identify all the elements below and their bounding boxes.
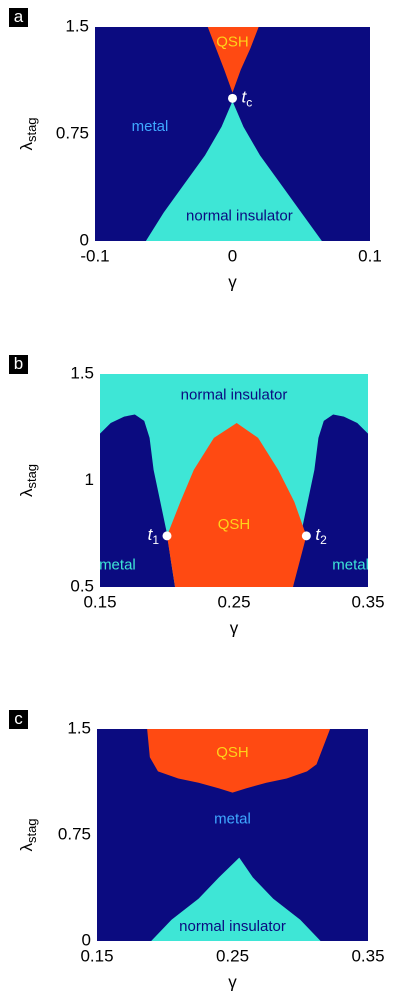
x-tick-label: 0.15 (80, 946, 113, 965)
y-tick-label: 1.5 (67, 718, 91, 737)
point-label: t2 (315, 525, 327, 547)
x-tick-label: 0.25 (216, 946, 249, 965)
y-tick-label: 0 (82, 930, 91, 949)
point-label-main: t (242, 88, 248, 107)
region-label: QSH (216, 744, 249, 761)
y-axis-label: λstag (17, 117, 39, 150)
critical-point (228, 93, 237, 103)
point-label-sub: 2 (320, 533, 327, 547)
x-tick-label: -0.1 (80, 246, 109, 265)
x-axis-label: γ (228, 272, 237, 291)
region-label: normal insulator (186, 208, 293, 225)
phase-region (151, 857, 321, 941)
region-label: normal insulator (181, 386, 288, 403)
region-label: metal (132, 118, 169, 135)
panel-letter: a (14, 7, 24, 26)
y-axis-label: λstag (17, 818, 39, 851)
x-tick-label: 0.25 (217, 592, 250, 611)
y-axis-label-main: λ (17, 142, 36, 151)
critical-point (162, 531, 172, 541)
phase-region (145, 101, 322, 241)
phase-region (147, 729, 331, 793)
x-axis-label: γ (230, 618, 239, 637)
y-axis-label: λstag (17, 464, 39, 497)
phase-region (207, 27, 259, 93)
y-axis-label-sub: stag (24, 464, 39, 489)
region-label: metal (99, 557, 136, 574)
point-label: tc (242, 88, 253, 110)
x-tick-label: 0.35 (351, 592, 384, 611)
x-tick-label: 0.1 (358, 246, 382, 265)
x-tick-label: 0 (228, 246, 237, 265)
y-axis-label-main: λ (17, 843, 36, 852)
y-tick-label: 0.75 (58, 824, 91, 843)
panel-badge (9, 355, 28, 374)
y-axis-label-sub: stag (24, 117, 39, 142)
panel-badge (9, 710, 28, 729)
y-tick-label: 0.75 (56, 123, 89, 142)
critical-point (301, 531, 311, 541)
panel-letter: c (14, 709, 23, 728)
region-label: metal (214, 810, 251, 827)
panel-letter: b (14, 354, 23, 373)
y-tick-label: 0 (80, 230, 89, 249)
region-label: normal insulator (179, 918, 286, 935)
region-label: QSH (218, 516, 251, 533)
x-axis-label: γ (228, 972, 237, 991)
point-label-sub: 1 (152, 533, 159, 547)
point-label-main: t (148, 525, 154, 544)
point-label-main: t (315, 525, 321, 544)
panel-badge (9, 8, 28, 27)
y-axis-label-sub: stag (24, 818, 39, 843)
x-tick-label: 0.15 (83, 592, 116, 611)
point-label: t1 (148, 525, 160, 547)
region-label: QSH (216, 34, 249, 51)
y-tick-label: 1.5 (65, 16, 89, 35)
phase-region (292, 414, 368, 587)
y-tick-label: 1 (85, 470, 94, 489)
region-label: metal (332, 557, 369, 574)
point-label-sub: c (246, 96, 252, 110)
y-axis-label-main: λ (17, 488, 36, 497)
y-tick-label: 1.5 (70, 363, 94, 382)
phase-region (100, 414, 176, 587)
x-tick-label: 0.35 (351, 946, 384, 965)
phase-region (167, 422, 307, 587)
y-tick-label: 0.5 (70, 576, 94, 595)
